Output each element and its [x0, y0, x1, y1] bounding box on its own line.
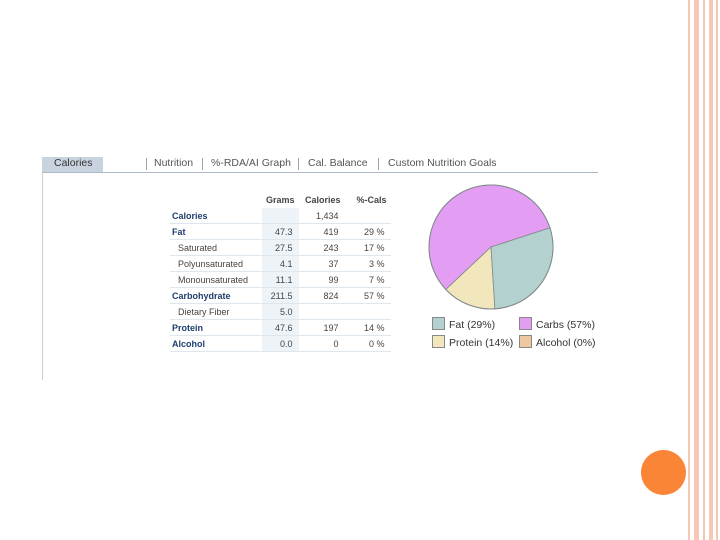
table-header-row: Grams Calories %-Cals [170, 192, 391, 208]
tab-separator [202, 158, 203, 170]
grams-cell: 211.5 [262, 287, 299, 304]
grams-cell: 5.0 [262, 303, 299, 320]
calories-cell: 197 [298, 319, 345, 336]
tab-custom-goals[interactable]: Custom Nutrition Goals [388, 157, 497, 169]
table-row: Dietary Fiber 5.0 [170, 303, 391, 320]
grams-cell: 47.3 [262, 223, 299, 240]
calories-cell: 99 [298, 271, 345, 288]
legend-label: Fat (29%) [449, 319, 496, 331]
pie-outline [428, 184, 554, 310]
legend-label: Carbs (57%) [536, 319, 595, 331]
row-label: Fat [170, 223, 262, 240]
decor-circle [641, 450, 686, 495]
legend-label: Alcohol (0%) [536, 337, 596, 349]
tab-separator [298, 158, 299, 170]
table-row: Alcohol 0.0 0 0 % [170, 335, 391, 352]
pct-cell: 17 % [344, 239, 391, 256]
tab-cal-balance[interactable]: Cal. Balance [308, 157, 368, 169]
legend-item-fat: Fat (29%) [432, 317, 495, 331]
pct-cell [344, 303, 391, 320]
pct-cell: 29 % [344, 223, 391, 240]
table-row: Calories 1,434 [170, 208, 391, 224]
grams-cell: 0.0 [262, 335, 299, 352]
row-label: Saturated [170, 239, 262, 256]
grams-cell: 4.1 [262, 255, 299, 272]
col-header-pct-cals: %-Cals [356, 195, 387, 205]
row-label: Carbohydrate [170, 287, 262, 304]
legend-swatch-fat [432, 317, 445, 330]
tab-separator [378, 158, 379, 170]
decor-stripe-3 [703, 0, 705, 540]
calories-cell: 37 [298, 255, 345, 272]
tab-calories[interactable]: Calories [42, 157, 103, 172]
calories-cell: 243 [298, 239, 345, 256]
calories-cell [298, 303, 345, 320]
legend-item-protein: Protein (14%) [432, 335, 513, 349]
col-header-calories: Calories [305, 195, 341, 205]
tab-bar: Calories Nutrition %-RDA/AI Graph Cal. B… [42, 152, 598, 172]
pct-cell [344, 208, 391, 224]
table-row: Saturated 27.5 243 17 % [170, 239, 391, 256]
calorie-pie-chart [428, 184, 554, 310]
table-row: Carbohydrate 211.5 824 57 % [170, 287, 391, 304]
decor-stripe-5 [716, 0, 718, 540]
col-header-label [170, 192, 262, 208]
grams-cell: 27.5 [262, 239, 299, 256]
pct-cell: 7 % [344, 271, 391, 288]
pct-cell: 57 % [344, 287, 391, 304]
grams-cell: 11.1 [262, 271, 299, 288]
col-header-grams: Grams [266, 195, 295, 205]
legend-item-alcohol: Alcohol (0%) [519, 335, 596, 349]
decor-stripe-4 [709, 0, 713, 540]
row-label: Dietary Fiber [170, 303, 262, 320]
pct-cell: 3 % [344, 255, 391, 272]
decor-stripe-1 [688, 0, 690, 540]
legend-swatch-protein [432, 335, 445, 348]
tab-separator [146, 158, 147, 170]
pct-cell: 14 % [344, 319, 391, 336]
table-row: Polyunsaturated 4.1 37 3 % [170, 255, 391, 272]
row-label: Calories [170, 208, 262, 224]
table-row: Monounsaturated 11.1 99 7 % [170, 271, 391, 288]
legend-label: Protein (14%) [449, 337, 514, 349]
decor-stripe-2 [694, 0, 699, 540]
table-row: Protein 47.6 197 14 % [170, 319, 391, 336]
calorie-breakdown-table: Grams Calories %-Cals Calories 1,434 Fat… [170, 192, 391, 352]
grams-cell [262, 208, 299, 224]
table-row: Fat 47.3 419 29 % [170, 223, 391, 240]
calories-cell: 419 [298, 223, 345, 240]
legend-swatch-carbs [519, 317, 532, 330]
pct-cell: 0 % [344, 335, 391, 352]
row-label: Monounsaturated [170, 271, 262, 288]
tab-underline [42, 172, 598, 173]
calories-cell: 824 [298, 287, 345, 304]
row-label: Protein [170, 319, 262, 336]
legend-item-carbs: Carbs (57%) [519, 317, 595, 331]
row-label: Polyunsaturated [170, 255, 262, 272]
calories-cell: 1,434 [298, 208, 345, 224]
row-label: Alcohol [170, 335, 262, 352]
tab-rda-graph[interactable]: %-RDA/AI Graph [211, 157, 291, 169]
panel-left-border [42, 173, 43, 380]
tab-nutrition[interactable]: Nutrition [154, 157, 194, 169]
calories-cell: 0 [298, 335, 345, 352]
grams-cell: 47.6 [262, 319, 299, 336]
legend-swatch-alcohol [519, 335, 532, 348]
